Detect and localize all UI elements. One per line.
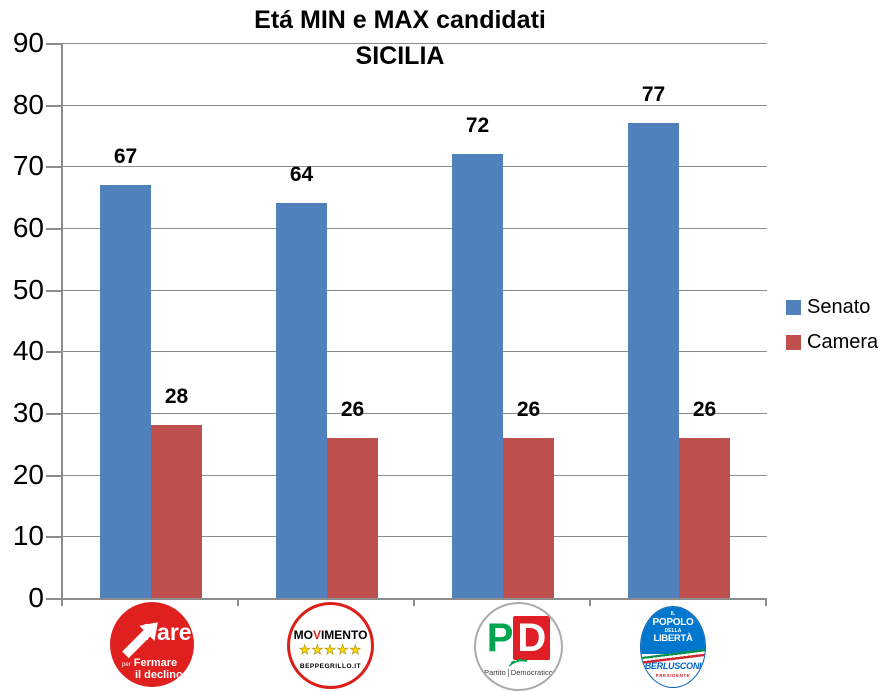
y-axis-label-10: 10: [12, 520, 44, 552]
pdl-line-liberta: LIBERTÀ: [653, 633, 693, 644]
y-axis-tick-10: [46, 536, 61, 539]
plot-area: 67 64 72 77 28 26 26 26: [61, 43, 767, 600]
y-axis-tick-70: [46, 166, 61, 169]
data-label-senato-4: 77: [641, 83, 666, 107]
bar-camera-1: [151, 425, 202, 598]
m5s-website: BEPPEGRILLO.IT: [299, 663, 362, 670]
gridline-20: [63, 474, 767, 476]
legend-item-senato: Senato: [786, 296, 878, 319]
logo-popolo-della-liberta: IL POPOLO DELLA LIBERTÀ BERLUSCONI PRESI…: [640, 606, 706, 688]
gridline-60: [63, 228, 767, 229]
y-axis-tick-80: [46, 104, 61, 107]
data-label-senato-2: 64: [289, 163, 314, 187]
y-axis-label-60: 60: [12, 212, 44, 243]
gridline-10: [63, 536, 767, 538]
gridline-40: [63, 351, 767, 353]
y-axis-label-50: 50: [12, 273, 44, 305]
bar-senato-4: [628, 123, 679, 598]
bar-camera-3: [503, 437, 554, 598]
fare-logo-sub-bold: Fermare: [133, 657, 178, 669]
gridline-50: [63, 289, 767, 291]
y-axis-label-90: 90: [12, 27, 44, 58]
y-axis-label-20: 20: [12, 458, 44, 490]
bar-senato-3: [452, 154, 503, 598]
pd-sub-right: Democratico: [510, 668, 553, 677]
gridline-30: [63, 413, 767, 414]
y-axis-label-0: 0: [28, 582, 44, 613]
pdl-logo-top: IL POPOLO DELLA LIBERTÀ: [641, 607, 705, 654]
chart-subtitle: SICILIA: [355, 42, 445, 70]
legend-swatch-camera: [786, 335, 801, 350]
y-axis-tick-60: [46, 228, 61, 230]
data-label-senato-3: 72: [465, 114, 490, 137]
bar-senato-1: [100, 184, 151, 598]
y-axis-tick-40: [46, 351, 61, 354]
logo-movimento-5-stelle: MOVIMENTO ★★★★★ BEPPEGRILLO.IT: [287, 602, 374, 689]
legend-label-camera: Camera: [807, 331, 879, 353]
y-axis-tick-30: [46, 413, 61, 415]
fare-logo-sub: per Fermare: [122, 658, 177, 671]
bar-camera-4: [679, 437, 730, 598]
five-stars-icon: ★★★★★: [298, 642, 363, 658]
bar-senato-2: [276, 203, 327, 598]
pd-letter-p: P: [486, 616, 514, 660]
legend: Senato Camera: [786, 296, 878, 366]
m5s-title-pre: MO: [293, 628, 313, 642]
pd-logo-sub: Partito Democratico: [476, 668, 561, 678]
y-axis-tick-20: [46, 474, 61, 477]
y-axis-label-40: 40: [12, 335, 44, 367]
gridline-70: [63, 166, 767, 168]
gridline-80: [63, 104, 767, 106]
data-label-camera-1: 28: [164, 385, 189, 409]
bar-camera-2: [327, 437, 378, 598]
legend-label-senato: Senato: [807, 296, 871, 318]
fare-logo-sub2: il declino: [135, 669, 183, 681]
pdl-line-popolo: POPOLO: [652, 617, 694, 628]
pdl-role: PRESIDENTE: [655, 673, 691, 678]
pd-sub-left: Partito: [484, 668, 506, 677]
x-axis-tick-2: [413, 598, 415, 606]
gridline-90: [63, 43, 767, 44]
y-axis-tick-50: [46, 289, 61, 292]
fare-logo-title: Fare: [143, 619, 192, 645]
x-axis-tick-4: [765, 598, 767, 606]
x-axis-tick-3: [589, 598, 591, 606]
olive-branch-icon: [508, 658, 528, 667]
pd-letter-d: D: [513, 616, 551, 660]
logo-fare-fermare-il-declino: Fare per Fermare il declino: [110, 602, 194, 687]
chart-title: Etá MIN e MAX candidati: [254, 6, 546, 34]
data-label-senato-1: 67: [113, 144, 138, 168]
pdl-leader: BERLUSCONI: [644, 661, 702, 671]
legend-swatch-senato: [786, 300, 801, 315]
y-axis-tick-0: [46, 598, 61, 600]
x-axis-tick-1: [237, 598, 239, 606]
m5s-title-post: IMENTO: [320, 628, 368, 642]
x-axis-tick-0: [61, 598, 63, 606]
y-axis-label-30: 30: [12, 397, 44, 428]
fare-logo-sub-small: per: [122, 662, 131, 668]
data-label-camera-2: 26: [340, 397, 365, 421]
m5s-title-v: V: [312, 628, 321, 642]
y-axis-tick-90: [46, 43, 61, 45]
up-right-arrow-icon: [122, 622, 158, 659]
pdl-line-il: IL: [670, 611, 676, 617]
data-label-camera-4: 26: [692, 397, 717, 421]
y-axis-label-70: 70: [12, 150, 44, 182]
m5s-logo-title: MOVIMENTO: [290, 628, 371, 642]
pdl-line-della: DELLA: [664, 628, 682, 634]
y-axis-label-80: 80: [12, 88, 44, 120]
legend-item-camera: Camera: [786, 331, 878, 354]
pd-sub-divider: [507, 669, 509, 678]
data-label-camera-3: 26: [516, 397, 541, 421]
